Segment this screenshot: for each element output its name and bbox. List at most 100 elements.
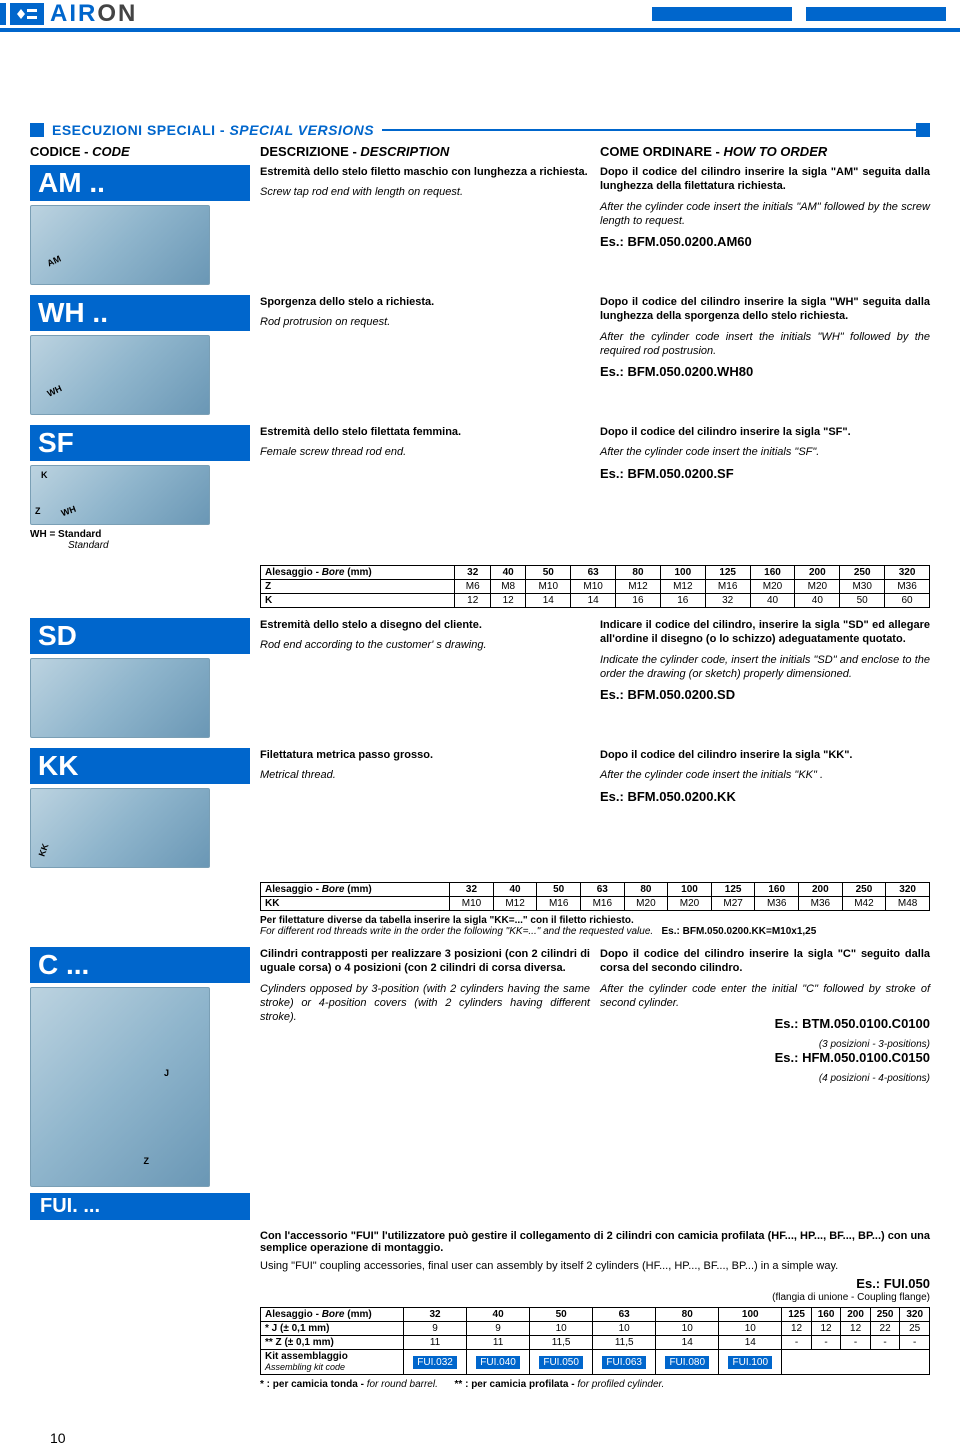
bore-cell: 10 [530,1322,593,1336]
wh-code-col: WH .. WH [30,295,250,415]
c-fui-es: Es.: FUI.050 [856,1276,930,1291]
bore-cell: 10 [656,1322,719,1336]
bore-col: 100 [668,883,712,897]
am-order-it: Dopo il codice del cilindro inserire la … [600,165,930,194]
bore-row-label: Z [261,580,455,594]
c-order-it: Dopo il codice del cilindro inserire la … [600,947,930,976]
c-order-en: After the cylinder code enter the initia… [600,982,930,1011]
wh-example: Es.: BFM.050.0200.WH80 [600,364,930,381]
bore-col: 250 [840,566,885,580]
item-sf: SF K Z WH WH = StandardStandard Estremit… [30,425,930,608]
section-title: ESECUZIONI SPECIALI - SPECIAL VERSIONS [30,122,930,138]
kk-bore-table: Alesaggio - Bore (mm)3240506380100125160… [260,882,930,911]
kk-desc-it: Filettatura metrica passo grosso. [260,748,590,762]
am-diagram-label: AM [46,254,63,269]
header-bar [652,7,792,21]
bore-cell: - [782,1336,812,1350]
bore-cell: M48 [886,897,930,911]
sf-order: Dopo il codice del cilindro inserire la … [600,425,930,551]
bore-cell: M27 [711,897,755,911]
bore-cell: 25 [900,1322,930,1336]
section-square-icon [916,123,930,137]
bore-col: 80 [616,566,661,580]
header-code: CODICE - CODE [30,144,250,159]
bore-col: 320 [885,566,930,580]
kk-order: Dopo il codice del cilindro inserire la … [600,748,930,868]
bore-cell: M12 [660,580,705,594]
bore-col: 63 [571,566,616,580]
header-order: COME ORDINARE - HOW TO ORDER [600,144,930,159]
bore-col: 320 [886,883,930,897]
c-desc-en: Cylinders opposed by 3-position (with 2 … [260,982,590,1025]
bore-header: Alesaggio - Bore (mm) [261,883,450,897]
bore-col: 32 [404,1308,467,1322]
c-example-2: Es.: HFM.050.0100.C0150 [600,1050,930,1067]
section-square-icon [30,123,44,137]
bore-col: 40 [467,1308,530,1322]
fui-chip: FUI.063 [602,1356,646,1369]
sf-order-en: After the cylinder code insert the initi… [600,445,930,459]
sd-diagram [30,658,210,738]
bore-cell: M6 [455,580,490,594]
bore-cell: - [870,1336,900,1350]
wh-code-badge: WH .. [30,295,250,331]
sd-example: Es.: BFM.050.0200.SD [600,687,930,704]
header-bars [652,7,960,21]
c-desc: Cilindri contrapposti per realizzare 3 p… [260,947,590,1220]
bore-cell: 12 [455,594,490,608]
kk-note-es: Es.: BFM.050.0200.KK=M10x1,25 [662,926,817,937]
bore-cell: 22 [870,1322,900,1336]
sf-diagram-wh: WH [60,504,78,519]
bore-cell: M42 [842,897,886,911]
kit-cell: FUI.040 [467,1350,530,1375]
kit-label: Kit assemblaggioAssembling kit code [261,1350,404,1375]
c-example-1: Es.: BTM.050.0100.C0100 [600,1016,930,1033]
fui-chip: FUI.032 [413,1356,457,1369]
bore-cell: M10 [450,897,494,911]
bore-cell: - [841,1336,871,1350]
am-order: Dopo il codice del cilindro inserire la … [600,165,930,285]
bore-cell: 16 [660,594,705,608]
page-header: AIRON [0,0,960,28]
kit-empty [782,1350,930,1375]
bore-cell: 11 [467,1336,530,1350]
bore-cell: M8 [490,580,525,594]
kk-note-it: Per filettature diverse da tabella inser… [260,915,930,926]
kk-diagram: KK [30,788,210,868]
kit-cell: FUI.050 [530,1350,593,1375]
section-title-italic: SPECIAL VERSIONS [229,122,374,138]
bore-col: 40 [493,883,537,897]
kk-order-en: After the cylinder code insert the initi… [600,768,930,782]
bore-cell: 12 [782,1322,812,1336]
c-code-badge: C ... [30,947,250,983]
bore-col: 160 [750,566,795,580]
sf-order-it: Dopo il codice del cilindro inserire la … [600,425,930,439]
c-foot2-it: for profiled cylinder. [577,1379,664,1390]
bore-header: Alesaggio - Bore (mm) [261,1308,404,1322]
c-example-2-sub: (4 posizioni - 4-positions) [600,1073,930,1084]
fui-chip: FUI.040 [476,1356,520,1369]
bore-cell: M16 [705,580,750,594]
c-diagram: J Z [30,987,210,1187]
bore-cell: M36 [799,897,843,911]
bore-col: 250 [870,1308,900,1322]
item-kk: KK KK Filettatura metrica passo grosso. … [30,748,930,937]
bore-cell: M10 [526,580,571,594]
bore-col: 40 [490,566,525,580]
bore-cell: M16 [537,897,581,911]
c-foot1-it: for round barrel. [367,1379,438,1390]
bore-cell: 11,5 [530,1336,593,1350]
kk-table-wrap: Alesaggio - Bore (mm)3240506380100125160… [260,878,930,937]
kk-notes: Per filettature diverse da tabella inser… [260,915,930,937]
bore-col: 160 [811,1308,841,1322]
sf-desc-en: Female screw thread rod end. [260,445,590,459]
sf-code-col: SF K Z WH WH = StandardStandard [30,425,250,551]
c-foot2: ** : per camicia profilata - [455,1379,578,1390]
bore-col: 80 [656,1308,719,1322]
kit-cell: FUI.032 [404,1350,467,1375]
fui-chip: FUI.050 [539,1356,583,1369]
bore-row-label: ** Z (± 0,1 mm) [261,1336,404,1350]
bore-col: 200 [799,883,843,897]
bore-col: 63 [593,1308,656,1322]
bore-cell: M36 [755,897,799,911]
